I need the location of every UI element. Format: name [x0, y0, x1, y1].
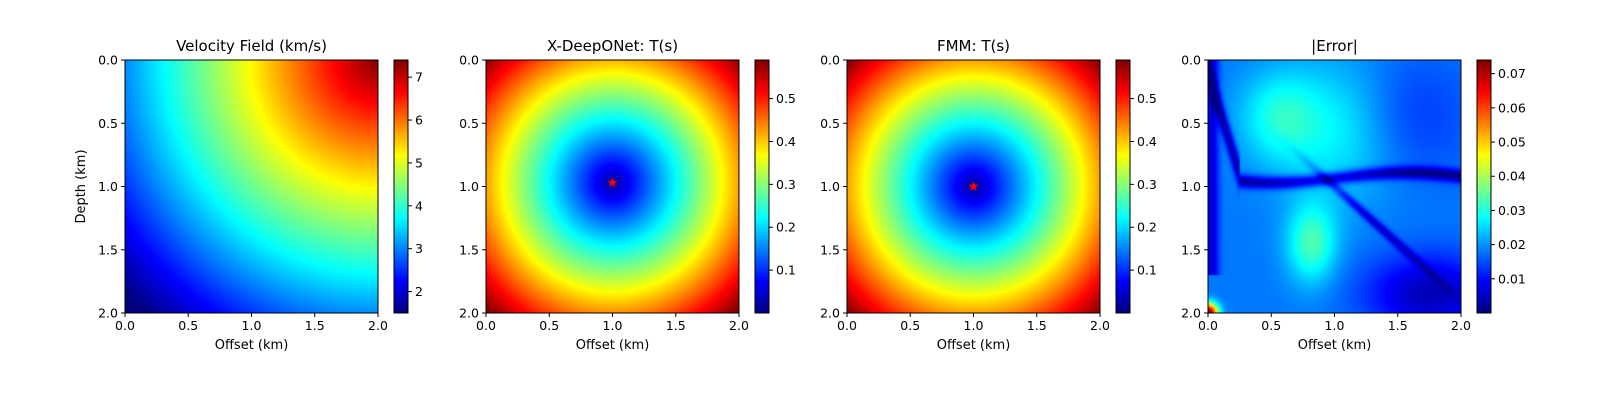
x-tick-label: 1.5: [666, 318, 686, 333]
y-tick-label: 1.5: [820, 242, 840, 257]
x-tick-label: 2.0: [1451, 318, 1471, 333]
source-star-marker: [607, 176, 618, 188]
colorbar-tick-label: 0.3: [1137, 177, 1157, 192]
x-tick-label: 0.5: [178, 318, 198, 333]
colorbar-tick-label: 0.4: [776, 134, 796, 149]
colorbar-tick-label: 0.5: [776, 91, 796, 106]
heatmap-image: [486, 60, 739, 313]
colorbar-gradient: [1477, 60, 1491, 313]
colorbar-tick-label: 0.2: [776, 220, 796, 235]
colorbar-tick-label: 0.05: [1498, 135, 1526, 150]
x-tick-label: 1.5: [1027, 318, 1047, 333]
source-star-marker: [968, 180, 979, 192]
y-tick-label: 0.0: [1181, 53, 1201, 68]
y-tick-label: 1.5: [1181, 242, 1201, 257]
colorbar-tick-label: 0.04: [1498, 169, 1526, 184]
colorbar-tick-label: 7: [415, 70, 423, 85]
colorbar-tick-label: 0.06: [1498, 100, 1526, 115]
y-axis-label: Depth (km): [74, 149, 89, 223]
colorbar-gradient: [755, 60, 769, 313]
plot-title: |Error|: [1311, 37, 1358, 55]
heatmap-image: [1208, 60, 1461, 313]
x-tick-label: 1.5: [1388, 318, 1408, 333]
plot-title: Velocity Field (km/s): [176, 37, 327, 55]
colorbar-tick-label: 0.01: [1498, 271, 1526, 286]
colorbar-tick-label: 0.07: [1498, 66, 1526, 81]
y-tick-label: 1.0: [1181, 179, 1201, 194]
colorbar-tick-label: 6: [415, 113, 423, 128]
colorbar-tick-label: 0.03: [1498, 203, 1526, 218]
colorbar-gradient: [1116, 60, 1130, 313]
x-tick-label: 0.0: [1198, 318, 1218, 333]
y-tick-label: 2.0: [820, 306, 840, 321]
y-tick-label: 0.5: [98, 116, 118, 131]
y-tick-label: 0.0: [459, 53, 479, 68]
x-tick-label: 1.0: [1325, 318, 1345, 333]
x-tick-label: 2.0: [1090, 318, 1110, 333]
x-tick-label: 0.0: [837, 318, 857, 333]
x-tick-label: 0.5: [1261, 318, 1281, 333]
colorbar-tick-label: 0.3: [776, 177, 796, 192]
x-tick-label: 1.0: [964, 318, 984, 333]
x-axis-label: Offset (km): [576, 338, 650, 353]
colorbar-frame: [1476, 59, 1492, 314]
y-tick-label: 1.0: [98, 179, 118, 194]
panel-traveltime_pred: X-DeepONet: T(s)0.0 0.5 1.0 1.5 2.00.00.51.0…: [459, 37, 796, 353]
x-tick-label: 0.5: [900, 318, 920, 333]
x-tick-label: 0.0: [476, 318, 496, 333]
y-tick-label: 1.0: [820, 179, 840, 194]
x-axis-label: Offset (km): [937, 338, 1011, 353]
colorbar: 2 3 4 5 6 7: [393, 59, 423, 314]
colorbar: 0.01 0.02 0.03 0.04 0.05 0.06 0.07: [1476, 59, 1526, 314]
colorbar-tick-label: 5: [415, 155, 423, 170]
x-axis-label: Offset (km): [1298, 338, 1372, 353]
y-tick-label: 2.0: [1181, 306, 1201, 321]
panel-traveltime_fmm: FMM: T(s)0.0 0.5 1.0 1.5 2.00.00.51.01.52.0O…: [820, 37, 1157, 353]
colorbar-tick-label: 3: [415, 241, 423, 256]
y-tick-label: 0.5: [459, 116, 479, 131]
x-tick-label: 1.5: [305, 318, 325, 333]
x-tick-label: 0.5: [539, 318, 559, 333]
y-tick-label: 1.5: [98, 242, 118, 257]
y-tick-label: 2.0: [98, 306, 118, 321]
panel-abs_error: |Error|0.0 0.5 1.0 1.5 2.00.00.51.01.52.0Off…: [1181, 37, 1526, 353]
y-tick-label: 2.0: [459, 306, 479, 321]
y-tick-label: 0.5: [1181, 116, 1201, 131]
x-tick-label: 0.0: [115, 318, 135, 333]
x-tick-label: 1.0: [242, 318, 262, 333]
colorbar-frame: [754, 59, 770, 314]
y-tick-label: 1.0: [459, 179, 479, 194]
y-tick-label: 0.0: [98, 53, 118, 68]
y-tick-label: 1.5: [459, 242, 479, 257]
x-tick-label: 1.0: [603, 318, 623, 333]
colorbar-tick-label: 0.5: [1137, 91, 1157, 106]
x-tick-label: 2.0: [729, 318, 749, 333]
y-tick-label: 0.5: [820, 116, 840, 131]
colorbar-frame: [1115, 59, 1131, 314]
x-axis-label: Offset (km): [215, 338, 289, 353]
colorbar-tick-label: 0.4: [1137, 134, 1157, 149]
heatmap-image: [125, 60, 378, 313]
colorbar-tick-label: 4: [415, 198, 423, 213]
colorbar-tick-label: 0.2: [1137, 220, 1157, 235]
colorbar: 0.1 0.2 0.3 0.4 0.5: [754, 59, 796, 314]
colorbar-tick-label: 0.1: [1137, 263, 1157, 278]
colorbar-tick-label: 0.1: [776, 263, 796, 278]
colorbar: 0.1 0.2 0.3 0.4 0.5: [1115, 59, 1157, 314]
colorbar-gradient: [394, 60, 408, 313]
colorbar-frame: [393, 59, 409, 314]
y-tick-label: 0.0: [820, 53, 840, 68]
x-tick-label: 2.0: [368, 318, 388, 333]
panel-velocity: Velocity Field (km/s)0.0 0.5 1.0 1.5 2.00.00…: [74, 37, 423, 353]
plot-title: FMM: T(s): [937, 37, 1010, 55]
plot-title: X-DeepONet: T(s): [547, 37, 678, 55]
colorbar-tick-label: 0.02: [1498, 237, 1526, 252]
colorbar-tick-label: 2: [415, 284, 423, 299]
